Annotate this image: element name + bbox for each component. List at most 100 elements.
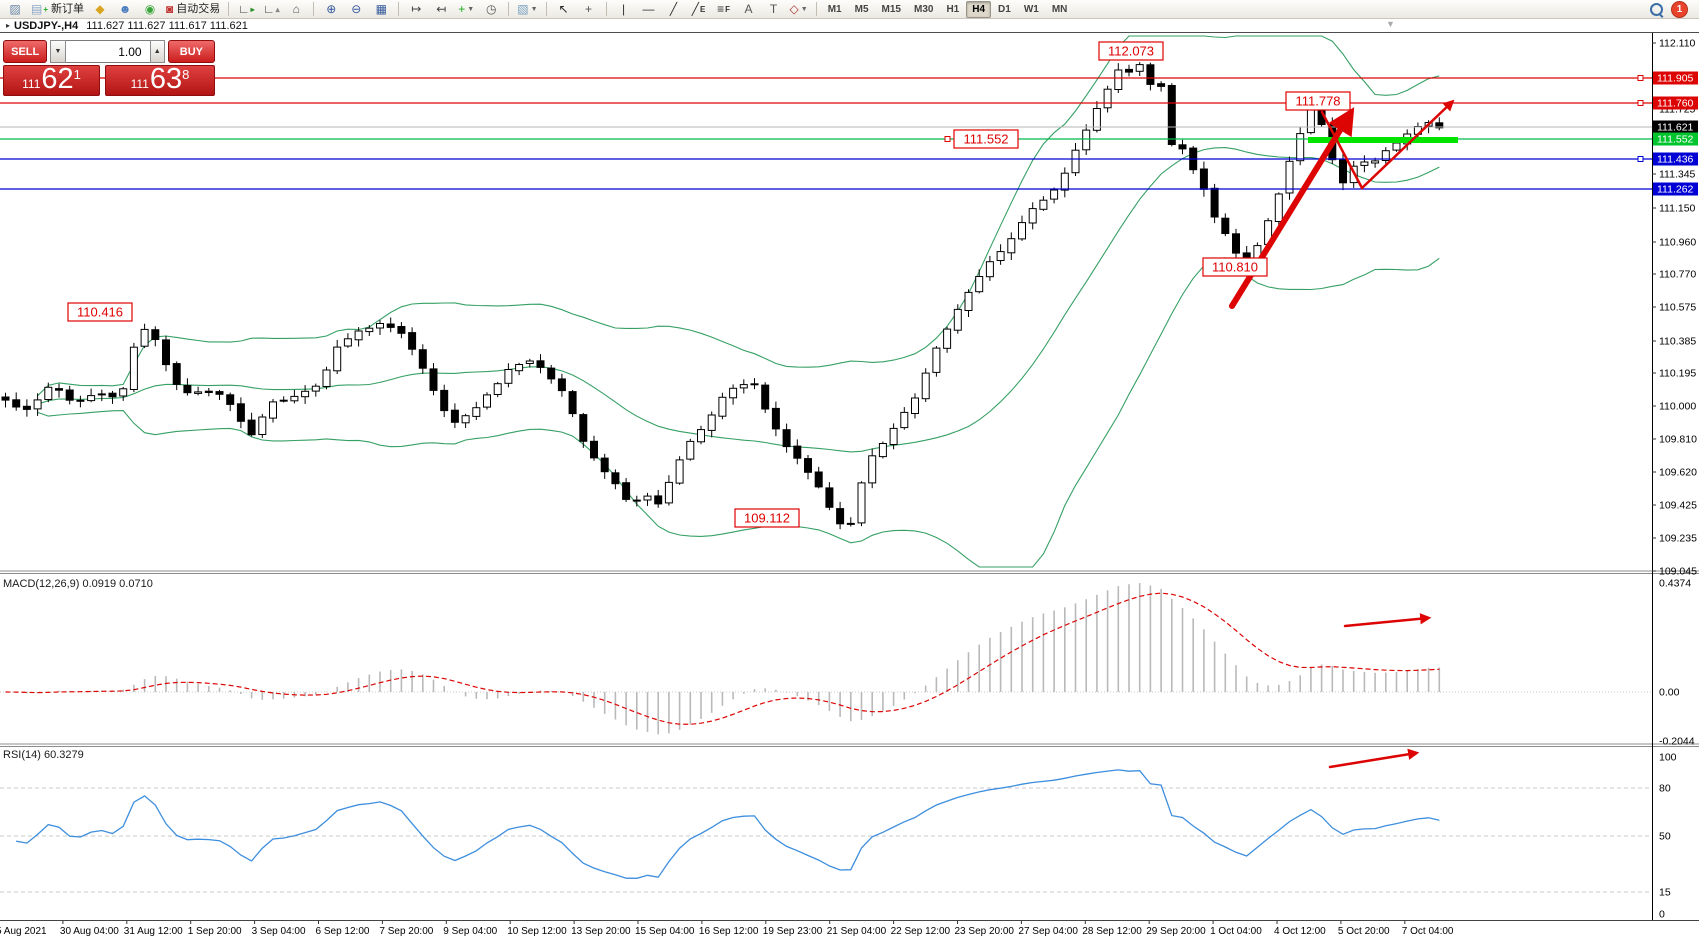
timeframe-m1-button[interactable]: M1 (827, 3, 842, 15)
price-axis-label: 112.110 (1659, 38, 1696, 50)
vertical-line-icon: | (621, 1, 626, 16)
add-indicator-button[interactable]: + ▼ (454, 0, 478, 19)
candle-body (1125, 68, 1133, 73)
autotrading-button[interactable]: ◙ 自动交易 (163, 0, 223, 19)
trendline-icon: ╱ (669, 1, 678, 16)
timeframe-m30-button[interactable]: M30 (913, 3, 934, 15)
candle-body (600, 457, 609, 473)
add-indicator-icon: + (458, 1, 466, 16)
trend-arrow[interactable] (1343, 613, 1432, 628)
callout-box[interactable] (67, 302, 133, 322)
candle-body (22, 405, 31, 410)
tile-windows-button[interactable]: ▦ (369, 0, 393, 19)
chart-back-button[interactable]: ↤ (429, 0, 453, 19)
community-button[interactable]: ☻ (113, 0, 137, 19)
line-handle[interactable] (1637, 156, 1644, 162)
price-chart-canvas[interactable]: 112.110111.725111.345111.150110.960110.7… (0, 33, 1699, 940)
timeframe-m15-button[interactable]: M15 (881, 3, 901, 15)
search-icon[interactable] (1650, 2, 1663, 16)
text-button[interactable]: A (737, 0, 761, 19)
area-chart-button[interactable]: ⌂ (284, 0, 308, 19)
candle-body (119, 388, 128, 397)
crosshair-button[interactable]: + (577, 0, 601, 19)
signals-button[interactable]: ◉ (138, 0, 162, 19)
template-button[interactable]: ▧ ▼ (514, 0, 540, 19)
trend-arrow[interactable] (1229, 107, 1355, 309)
buy-price-display[interactable]: 111 63 8 (105, 65, 215, 96)
candle-body (215, 391, 224, 395)
callout-box[interactable] (1202, 257, 1268, 277)
fibonacci-button[interactable]: ≡ F (712, 0, 736, 19)
candle-body (1285, 160, 1294, 194)
candle-body (515, 364, 524, 372)
shapes-button[interactable]: ◇ ▼ (787, 0, 811, 19)
callout-box[interactable] (1098, 41, 1164, 61)
time-axis-label: 10 Sep 12:00 (507, 926, 567, 937)
timeframe-mn-button[interactable]: MN (1051, 3, 1068, 15)
volume-decrease-button[interactable]: ▼ (50, 40, 66, 63)
vertical-line-button[interactable]: | (612, 0, 636, 19)
chart-shift-button[interactable]: ∟ ▴ (259, 0, 283, 19)
candle-body (386, 323, 395, 328)
new-order-button[interactable]: ▤ + 新订单 (28, 0, 87, 19)
buy-button[interactable]: BUY (167, 40, 215, 63)
timeframe-m5-button[interactable]: M5 (854, 3, 869, 15)
sell-price-display[interactable]: 111 62 1 (3, 65, 100, 96)
price-axis-label: 111.345 (1659, 169, 1696, 181)
price-axis: 112.110111.725111.345111.150110.960110.7… (1652, 38, 1698, 921)
rsi-axis-label: 15 (1659, 887, 1671, 899)
notifications-chat-icon[interactable]: 1 (1671, 0, 1688, 18)
price-axis-label: 110.195 (1659, 368, 1696, 380)
time-axis-label: 19 Sep 23:00 (763, 926, 823, 937)
candle-body (547, 367, 556, 380)
cursor-button[interactable]: ↖ (552, 0, 576, 19)
line-handle[interactable] (1637, 75, 1644, 81)
volume-input[interactable] (65, 40, 150, 63)
candle-body (483, 394, 491, 408)
line-handle[interactable] (944, 136, 951, 142)
price-axis-label: 110.770 (1659, 269, 1696, 281)
trend-arrow[interactable] (1320, 110, 1364, 190)
zoom-in-button[interactable]: ⊕ (319, 0, 343, 19)
candle-body (793, 445, 802, 459)
time-axis-label: 1 Sep 20:00 (188, 926, 242, 937)
macd-axis-label: 0.4374 (1659, 578, 1691, 590)
zoom-out-button[interactable]: ⊖ (344, 0, 368, 19)
candle-body (1210, 187, 1219, 218)
time-axis-label: 9 Sep 04:00 (443, 926, 497, 937)
line-handle[interactable] (1637, 100, 1644, 106)
toolbar-separator (545, 2, 547, 16)
channel-button[interactable]: ╱ E (687, 0, 711, 19)
candle-body (1, 396, 10, 401)
trendline-button[interactable]: ╱ (662, 0, 686, 19)
label-button[interactable]: T (762, 0, 786, 19)
candle-body (236, 403, 245, 422)
chart-area: 112.110111.725111.345111.150110.960110.7… (0, 33, 1699, 940)
trend-arrow[interactable] (1328, 748, 1420, 769)
horizontal-line-button[interactable]: — (637, 0, 661, 19)
marketplace-button[interactable]: ◆ (88, 0, 112, 19)
period-button[interactable]: ◷ (479, 0, 503, 19)
candle-body (301, 390, 310, 398)
timeframe-h4-button[interactable]: H4 (966, 0, 992, 18)
candle-body (343, 338, 352, 347)
trend-arrow[interactable] (1360, 99, 1455, 190)
chart-forward-button[interactable]: ↦ (404, 0, 428, 19)
candle-body (1157, 83, 1166, 87)
timeframe-h1-button[interactable]: H1 (946, 3, 960, 15)
buy-price-prefix: 111 (130, 77, 149, 91)
chart-window-button[interactable]: ▨ (3, 0, 27, 19)
autoscroll-button[interactable]: ∟ ▸ (234, 0, 258, 19)
callout-box[interactable] (953, 129, 1019, 149)
price-axis-label: 111.150 (1659, 203, 1696, 215)
sell-button[interactable]: SELL (3, 40, 48, 63)
volume-increase-button[interactable]: ▲ (149, 40, 165, 63)
candle-body (1039, 199, 1048, 210)
candle-body (151, 329, 160, 341)
timeframe-w1-button[interactable]: W1 (1023, 3, 1039, 15)
window-restore-marker: ▼ (1386, 19, 1395, 29)
timeframe-d1-button[interactable]: D1 (998, 3, 1011, 15)
candle-body (397, 326, 406, 334)
callout-box[interactable] (1285, 91, 1351, 111)
callout-box[interactable] (734, 508, 800, 528)
